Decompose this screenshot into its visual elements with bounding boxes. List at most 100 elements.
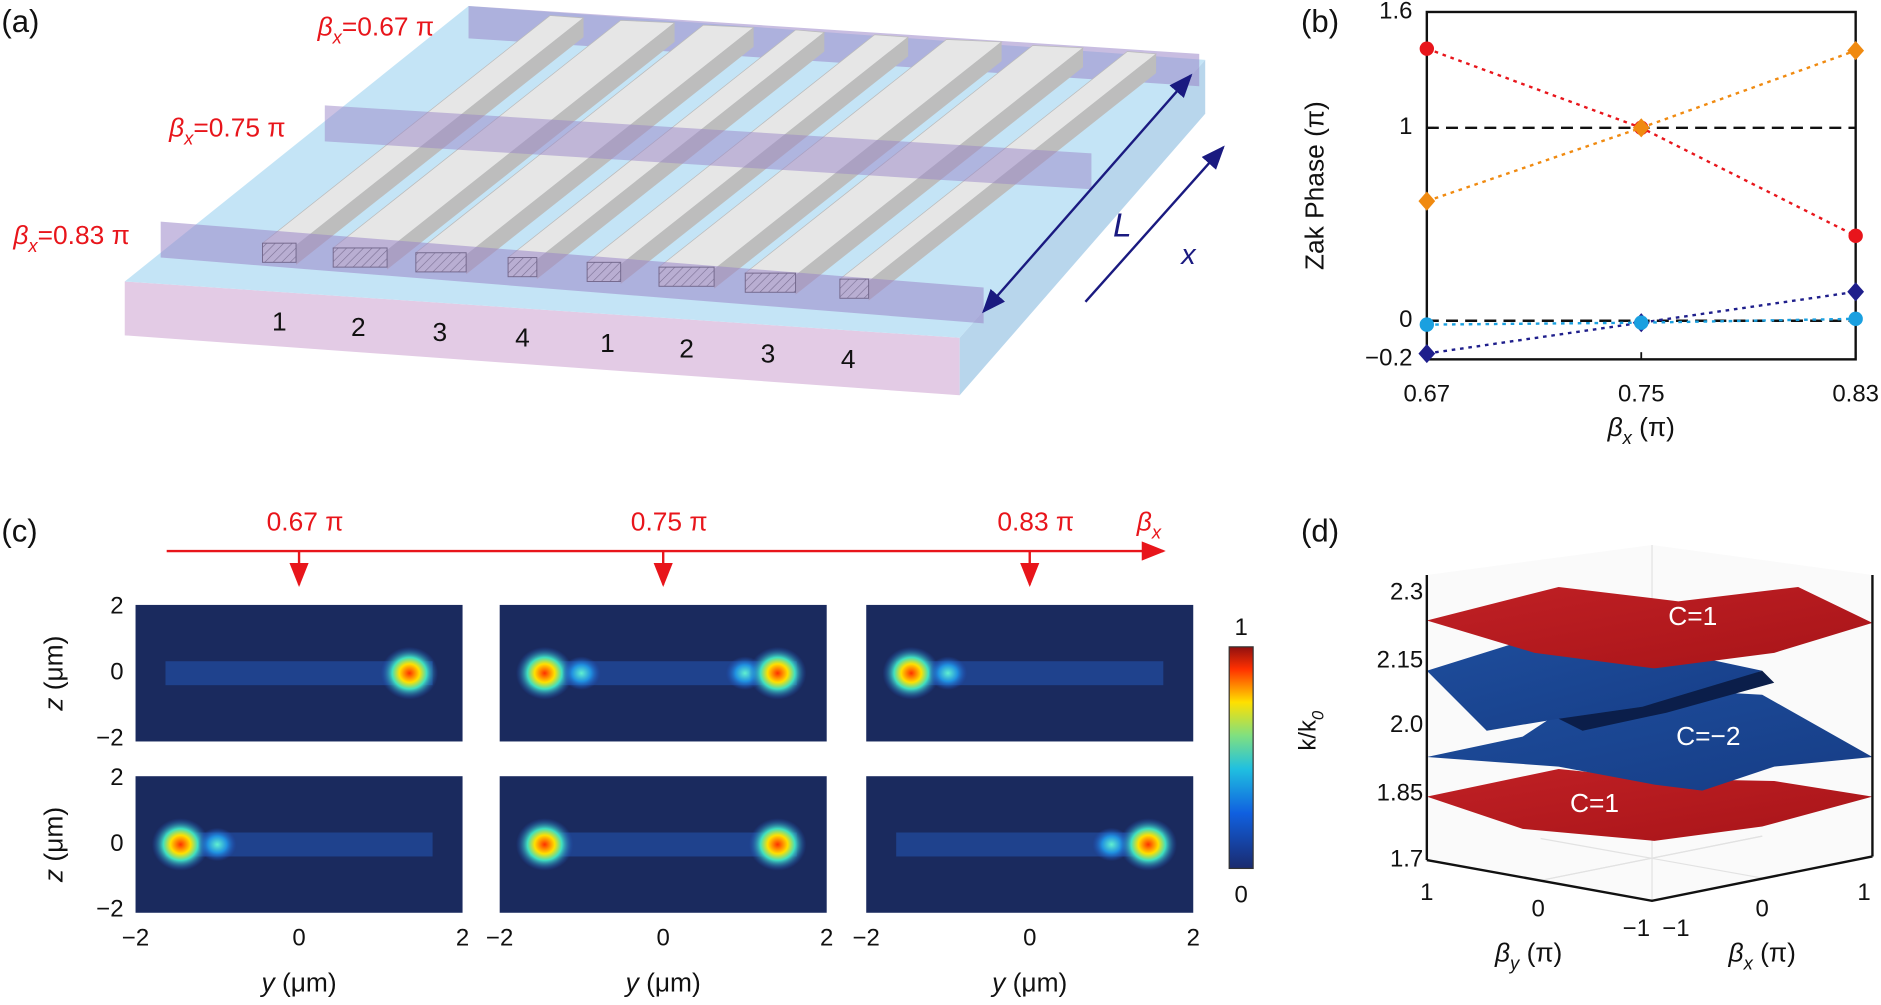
x-tick-label: 0.67 [1404,381,1451,408]
subscript: y [1508,953,1521,974]
z-tick-label: 2 [110,593,123,620]
point [1419,317,1435,332]
text: =0.75 π [193,112,285,142]
band-structure: 2.3 2.15 2.0 1.85 1.7 k/k0 C=1 C=−2 C=1 … [1295,545,1874,974]
point [1847,282,1865,302]
subscript: x [183,128,194,149]
beta-label: βx=0.75 π [168,112,285,148]
colorbar-tick: 1 [1234,614,1247,641]
text: =0.67 π [342,12,434,42]
subscript: x [27,236,38,257]
text: (μm) [1005,968,1067,998]
symbol: β [1607,412,1623,442]
subscript: x [1743,953,1754,974]
series-line [1426,290,1856,355]
x-label: x [1179,239,1197,271]
x-tick-label: 0.75 [1618,381,1665,408]
symbol: y [624,968,641,998]
by-tick-label: 0 [1532,896,1545,923]
chern-label: C=1 [1668,601,1717,631]
x-axis-label: βx (π) [1607,412,1675,448]
panel-label: (b) [1301,4,1339,39]
z-tick-label: 2.0 [1390,711,1423,738]
mode-spot [928,656,968,690]
z-axis-label: z (μm) [38,636,68,712]
energy-label: k/k0 [1295,710,1328,751]
subscript: 0 [1308,710,1327,720]
panel-label: (c) [1,513,37,548]
y-tick-label: 2 [456,924,469,951]
point [1419,41,1435,56]
plot-frame [1425,10,1857,361]
lower-band [1426,769,1873,841]
text: (π) [1519,938,1562,968]
point [1634,315,1649,330]
series-line [1426,47,1857,237]
z-tick-label: 2.15 [1377,647,1424,674]
mode-spot [151,818,210,871]
bx-label: βx (π) [1728,938,1796,974]
by-tick-label: 1 [1420,879,1433,906]
text: (μm) [38,807,68,869]
chern-label: C=1 [1570,788,1619,818]
colorbar-tick: 0 [1234,881,1247,908]
y-tick-label: −0.2 [1365,345,1412,372]
text: =0.83 π [38,220,130,250]
y-tick-label: 0 [1399,306,1412,333]
y-tick-label: −2 [486,924,513,951]
symbol: β [317,12,333,42]
symbol: β [1494,938,1510,968]
beta-value: 0.67 π [267,506,344,536]
mode-spot [515,646,574,700]
y-tick-label: −2 [122,924,149,951]
mode-band [165,661,433,686]
text: (μm) [38,636,68,698]
subscript: x [332,27,343,48]
text: (π) [1632,412,1675,442]
colorbar [1228,646,1254,870]
beta-axis-label: βx [1136,506,1162,542]
symbol: y [259,968,276,998]
chern-label: C=−2 [1676,721,1740,751]
zak-chart: Zak Phase (π) βx (π) −0.2 0 1 1.6 0.67 0.75 0.… [1300,0,1879,448]
y-tick-label: 2 [820,924,833,951]
mode-spot [1119,818,1178,871]
z-tick-label: 1.85 [1377,780,1424,807]
mode-profiles: 0.67 π 0.75 π 0.83 π 2 0 −2 z (μm) 2 0 −2 z (μm) −2… [38,506,1200,997]
z-tick-label: 2.3 [1390,578,1423,605]
x-arrow [1084,145,1225,303]
text: k/k [1295,720,1322,751]
mode-band [529,832,797,857]
band-touch [1558,670,1775,731]
symbol: y [990,968,1007,998]
y-axis-label: y (μm) [990,968,1067,998]
y-tick-label: −2 [853,924,880,951]
y-tick-label: 0 [657,924,670,951]
subscript: x [1151,522,1162,543]
mode-spot [882,646,940,700]
mode-spot [748,646,807,700]
bx-tick-label: −1 [1662,915,1689,942]
y-axis-label: y (μm) [624,968,701,998]
waveguide-number: 3 [432,317,447,347]
waveguide-number: 4 [515,323,530,353]
point [1418,191,1436,211]
y-tick-label: 1 [1399,113,1412,140]
subscript: x [1622,427,1633,448]
symbol: β [12,220,28,250]
waveguide-number: 3 [761,339,776,369]
point [1632,118,1650,138]
panel-label: (a) [1,4,39,39]
upper-band [1426,586,1873,669]
panel-label: (d) [1301,513,1339,548]
bar-middle [324,105,1092,190]
symbol: β [1136,506,1152,536]
point [1847,40,1865,61]
symbol: β [1728,938,1744,968]
symbol: z [38,698,68,712]
waveguide-number: 2 [351,312,366,342]
mode-spot [562,656,601,690]
z-tick-label: −2 [96,724,123,751]
